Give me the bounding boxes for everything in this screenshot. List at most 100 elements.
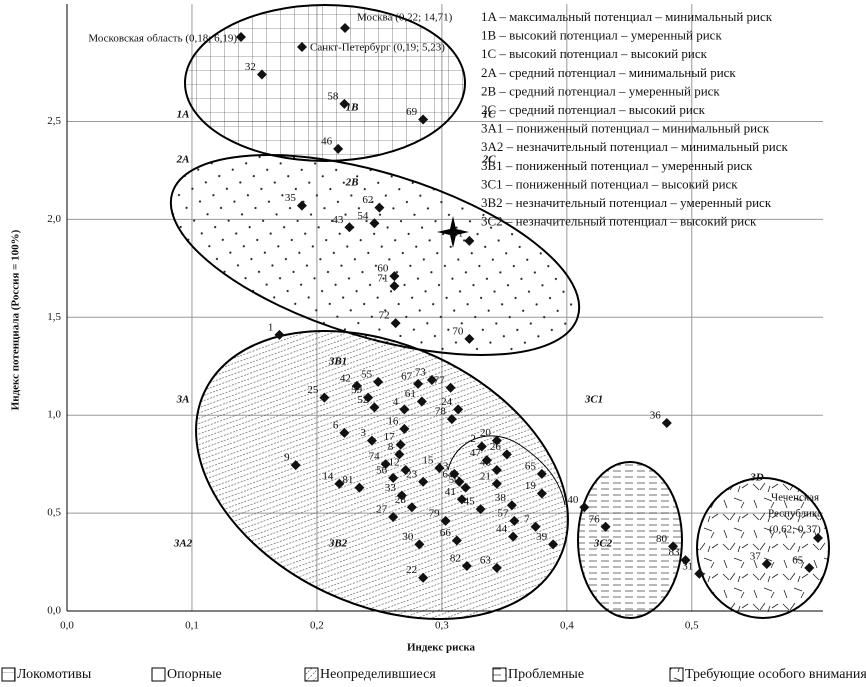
zone-description: 3C2 – незначительный потенциал – высокий…: [481, 214, 757, 229]
point: [680, 555, 691, 566]
point-label: 81: [342, 474, 353, 486]
point-label: 57: [497, 507, 509, 519]
zone-label: 1A: [177, 109, 190, 121]
zone-label: 3C2: [593, 538, 613, 550]
point: [453, 404, 464, 415]
point: [373, 376, 384, 387]
point-label: 45: [464, 496, 476, 508]
point-label: 2: [470, 433, 476, 445]
point-label: 47: [470, 447, 482, 459]
point: [395, 439, 406, 450]
zone-label: 3A2: [173, 538, 193, 550]
point: [761, 559, 772, 570]
point-label: 83: [669, 547, 681, 559]
point-label: 9: [284, 452, 290, 464]
x-tick-label: 0,5: [685, 620, 699, 632]
point-label: 7: [524, 513, 530, 525]
point-label: 58: [327, 90, 339, 102]
point: [476, 441, 487, 452]
point: [454, 476, 465, 487]
point-label: 23: [406, 468, 418, 480]
point-label: 76: [589, 513, 601, 525]
y-tick-label: 0,5: [47, 507, 61, 519]
point-label: 39: [536, 531, 548, 543]
annotation: (0,62; 0,37): [769, 524, 821, 536]
point-label: 6: [333, 419, 339, 431]
point-label: 31: [682, 560, 693, 572]
point: [451, 535, 462, 546]
point-label: 63: [480, 554, 492, 566]
zone-description: 3B1 – пониженный потенциал – умеренный р…: [481, 158, 753, 173]
point-label: 17: [384, 431, 396, 443]
point-label: 78: [435, 406, 447, 418]
point: [388, 472, 399, 483]
point-label: 69: [406, 106, 418, 118]
point-label: 24: [441, 396, 453, 408]
point-label: 15: [422, 455, 434, 467]
annotation-marker: [813, 533, 823, 543]
point: [344, 222, 355, 233]
point: [406, 502, 417, 513]
point-label: 79: [429, 507, 441, 519]
zone-label: 3D: [749, 472, 764, 484]
point: [296, 200, 307, 211]
point: [339, 98, 350, 109]
point-label: 77: [434, 374, 446, 386]
point-label: 73: [415, 366, 427, 378]
point: [256, 69, 267, 80]
point: [334, 478, 345, 489]
point-label: 27: [376, 504, 388, 516]
point: [530, 521, 541, 532]
zone-label: 2A: [176, 154, 190, 166]
legend-label: Неопределившиеся: [320, 667, 436, 682]
point-label: 30: [402, 531, 414, 543]
point: [536, 488, 547, 499]
point: [388, 512, 399, 523]
point: [661, 418, 672, 429]
point-label: 19: [525, 480, 537, 492]
y-tick-label: 2,0: [47, 213, 61, 225]
y-tick-label: 0,0: [47, 605, 61, 617]
point: [460, 482, 471, 493]
x-tick-label: 0,0: [60, 620, 74, 632]
point-label: 33: [385, 482, 397, 494]
point-label: 32: [245, 61, 256, 73]
point: [804, 562, 815, 573]
point-label: 59: [351, 384, 363, 396]
annotation: Республика: [768, 508, 822, 520]
point: [389, 271, 400, 282]
zone-description: 2B – средний потенциал – умеренный риск: [481, 83, 720, 98]
point-label: 72: [379, 310, 390, 322]
point: [414, 539, 425, 550]
point-label: 44: [496, 523, 508, 535]
point: [374, 202, 385, 213]
point: [396, 490, 407, 501]
point: [508, 531, 519, 542]
point-label: 35: [285, 192, 297, 204]
point: [369, 402, 380, 413]
point: [363, 392, 374, 403]
zone-description: 1A – максимальный потенциал – минимальны…: [481, 9, 773, 24]
point-label: 20: [480, 427, 492, 439]
y-tick-label: 2,5: [47, 115, 61, 127]
point: [506, 500, 517, 511]
point-label: 74: [369, 451, 381, 463]
point: [491, 465, 502, 476]
legend-label: Требующие особого внимания: [685, 667, 866, 682]
annotation: Чеченская: [771, 492, 819, 504]
zone-description: 3A1 – пониженный потенциал – минимальный…: [481, 121, 770, 136]
point: [290, 460, 301, 471]
point: [400, 465, 411, 476]
point-label: 67: [401, 370, 413, 382]
legend-swatch: [304, 667, 319, 682]
legend-swatch: [1, 667, 16, 682]
point: [456, 494, 467, 505]
x-tick-label: 0,3: [435, 620, 449, 632]
point: [394, 449, 405, 460]
point: [390, 318, 401, 329]
point: [461, 560, 472, 571]
x-tick-label: 0,1: [185, 620, 199, 632]
point: [418, 114, 429, 125]
point-label: 21: [480, 470, 491, 482]
annotation: Москва (0,22; 14,71): [357, 12, 453, 24]
